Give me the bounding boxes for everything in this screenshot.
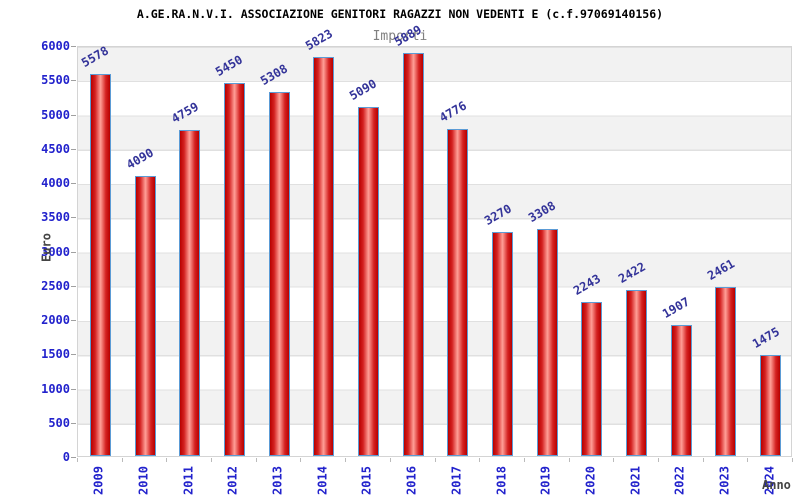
x-tick-label: 2022 bbox=[672, 466, 687, 495]
x-tick-label: 2017 bbox=[449, 466, 464, 495]
y-tick-mark bbox=[71, 251, 76, 253]
x-tick-label: 2012 bbox=[225, 466, 240, 495]
x-tick-mark bbox=[792, 458, 793, 462]
x-tick-mark bbox=[702, 458, 704, 462]
x-tick-mark bbox=[434, 458, 436, 462]
bar bbox=[492, 232, 514, 456]
x-tick-mark bbox=[300, 458, 302, 462]
y-tick-label: 5000 bbox=[41, 107, 70, 122]
bar bbox=[715, 287, 737, 456]
y-tick-label: 500 bbox=[48, 415, 70, 430]
x-tick-mark bbox=[389, 458, 391, 462]
bar bbox=[626, 290, 648, 456]
x-tick-label: 2013 bbox=[270, 466, 285, 495]
y-tick-mark bbox=[71, 148, 76, 150]
bar bbox=[179, 130, 201, 456]
x-tick-mark bbox=[345, 458, 347, 462]
x-tick-label: 2020 bbox=[583, 466, 598, 495]
y-tick-label: 1500 bbox=[41, 347, 70, 362]
x-tick-mark bbox=[613, 458, 615, 462]
x-tick-label: 2016 bbox=[404, 466, 419, 495]
y-tick-label: 5500 bbox=[41, 73, 70, 88]
y-tick-label: 6000 bbox=[41, 39, 70, 53]
x-tick-label: 2021 bbox=[628, 466, 643, 495]
y-tick-mark bbox=[71, 422, 76, 424]
x-tick-label: 2018 bbox=[494, 466, 509, 495]
y-tick-label: 3000 bbox=[41, 244, 70, 259]
x-tick-mark bbox=[77, 458, 78, 462]
bar bbox=[223, 82, 245, 456]
y-tick-mark bbox=[71, 183, 76, 184]
plot-area bbox=[77, 46, 792, 457]
bar bbox=[313, 57, 335, 456]
bar bbox=[447, 128, 469, 456]
x-tick-mark bbox=[479, 458, 481, 462]
bar bbox=[402, 52, 424, 456]
x-axis-title: Anno bbox=[762, 478, 791, 492]
bar bbox=[357, 107, 379, 456]
y-tick-mark bbox=[71, 46, 76, 47]
x-tick-label: 2023 bbox=[717, 466, 732, 495]
x-tick-mark bbox=[747, 458, 749, 462]
chart-subtitle: Importi bbox=[372, 29, 428, 44]
x-tick-mark bbox=[255, 458, 257, 462]
x-tick-mark bbox=[523, 458, 525, 462]
y-tick-mark bbox=[71, 114, 76, 116]
bar bbox=[581, 302, 603, 456]
bar bbox=[760, 354, 782, 456]
bar bbox=[536, 229, 558, 456]
y-tick-label: 3500 bbox=[41, 210, 70, 225]
bar bbox=[89, 73, 111, 456]
chart-title: A.GE.RA.N.V.I. ASSOCIAZIONE GENITORI RAG… bbox=[136, 7, 664, 21]
y-tick-mark bbox=[71, 285, 76, 287]
y-tick-mark bbox=[71, 388, 76, 390]
y-tick-label: 2500 bbox=[41, 278, 70, 293]
y-tick-mark bbox=[71, 320, 76, 321]
x-tick-mark bbox=[657, 458, 659, 462]
y-tick-label: 4000 bbox=[41, 176, 70, 190]
y-tick-label: 1000 bbox=[41, 381, 70, 396]
bar bbox=[268, 92, 290, 456]
y-tick-label: 2000 bbox=[41, 313, 70, 327]
x-tick-label: 2011 bbox=[181, 466, 196, 495]
x-tick-label: 2010 bbox=[136, 466, 151, 495]
x-tick-label: 2009 bbox=[91, 466, 106, 495]
y-tick-mark bbox=[71, 217, 76, 219]
y-tick-mark bbox=[71, 457, 76, 458]
bar-value-label: 5889 bbox=[392, 22, 425, 49]
x-tick-mark bbox=[568, 458, 570, 462]
bar bbox=[134, 175, 156, 456]
y-tick-label: 0 bbox=[62, 450, 70, 464]
y-tick-mark bbox=[71, 354, 76, 356]
bar bbox=[670, 325, 692, 456]
x-tick-mark bbox=[211, 458, 213, 462]
x-tick-label: 2019 bbox=[538, 466, 553, 495]
y-axis-title: Euro bbox=[39, 233, 54, 262]
y-tick-mark bbox=[71, 80, 76, 82]
x-tick-mark bbox=[121, 458, 123, 462]
x-tick-label: 2015 bbox=[359, 466, 374, 495]
y-tick-label: 4500 bbox=[41, 141, 70, 156]
x-tick-label: 2014 bbox=[315, 466, 330, 495]
x-tick-mark bbox=[166, 458, 168, 462]
